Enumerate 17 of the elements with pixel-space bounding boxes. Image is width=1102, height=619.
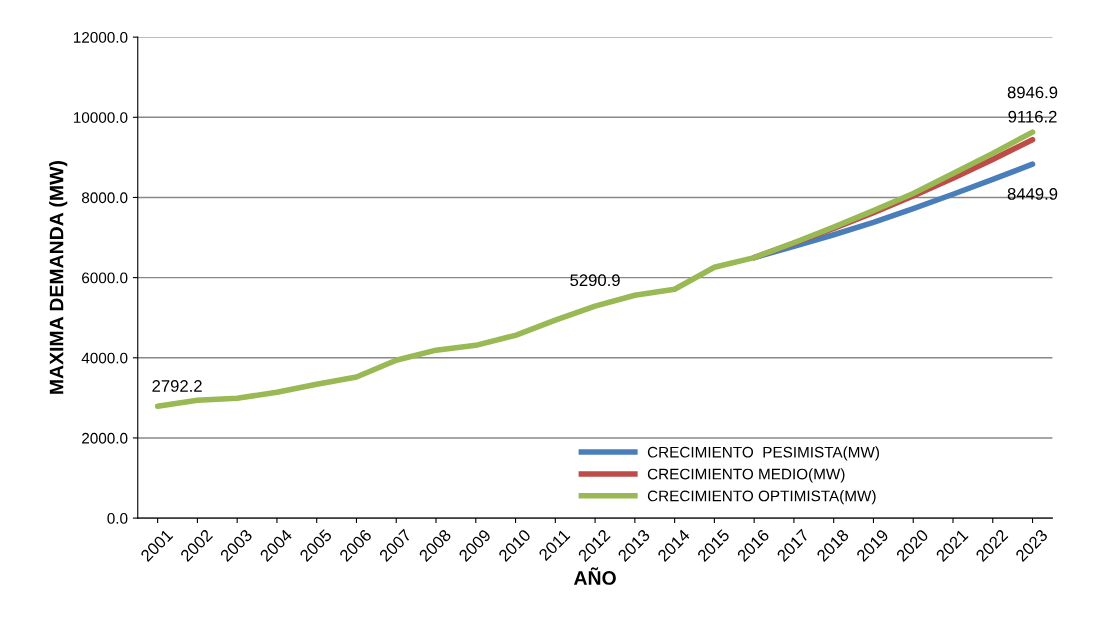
y-tick-label: 6000.0 — [82, 272, 128, 284]
annotation: 8946.9 — [1007, 86, 1058, 99]
legend-label: CRECIMIENTO PESIMISTA(MW) — [647, 446, 879, 461]
x-axis-title: AÑO — [573, 567, 616, 585]
annotation: 2792.2 — [152, 380, 202, 392]
annotation: 8449.9 — [1007, 187, 1058, 200]
legend-label: CRECIMIENTO MEDIO(MW) — [647, 468, 845, 483]
annotation: 5290.9 — [570, 274, 620, 287]
y-tick-label: 8000.0 — [81, 192, 128, 204]
y-tick-label: 12000.0 — [73, 32, 128, 43]
y-tick-label: 2000.0 — [82, 432, 128, 444]
y-tick-label: 0.0 — [107, 512, 128, 524]
legend-label: CRECIMIENTO OPTIMISTA(MW) — [647, 490, 876, 505]
y-axis-title: MAXIMA DEMANDA (MW) — [49, 161, 68, 394]
y-tick-label: 4000.0 — [81, 352, 128, 364]
annotation: 9116.2 — [1008, 110, 1057, 123]
y-tick-label: 10000.0 — [73, 112, 128, 123]
